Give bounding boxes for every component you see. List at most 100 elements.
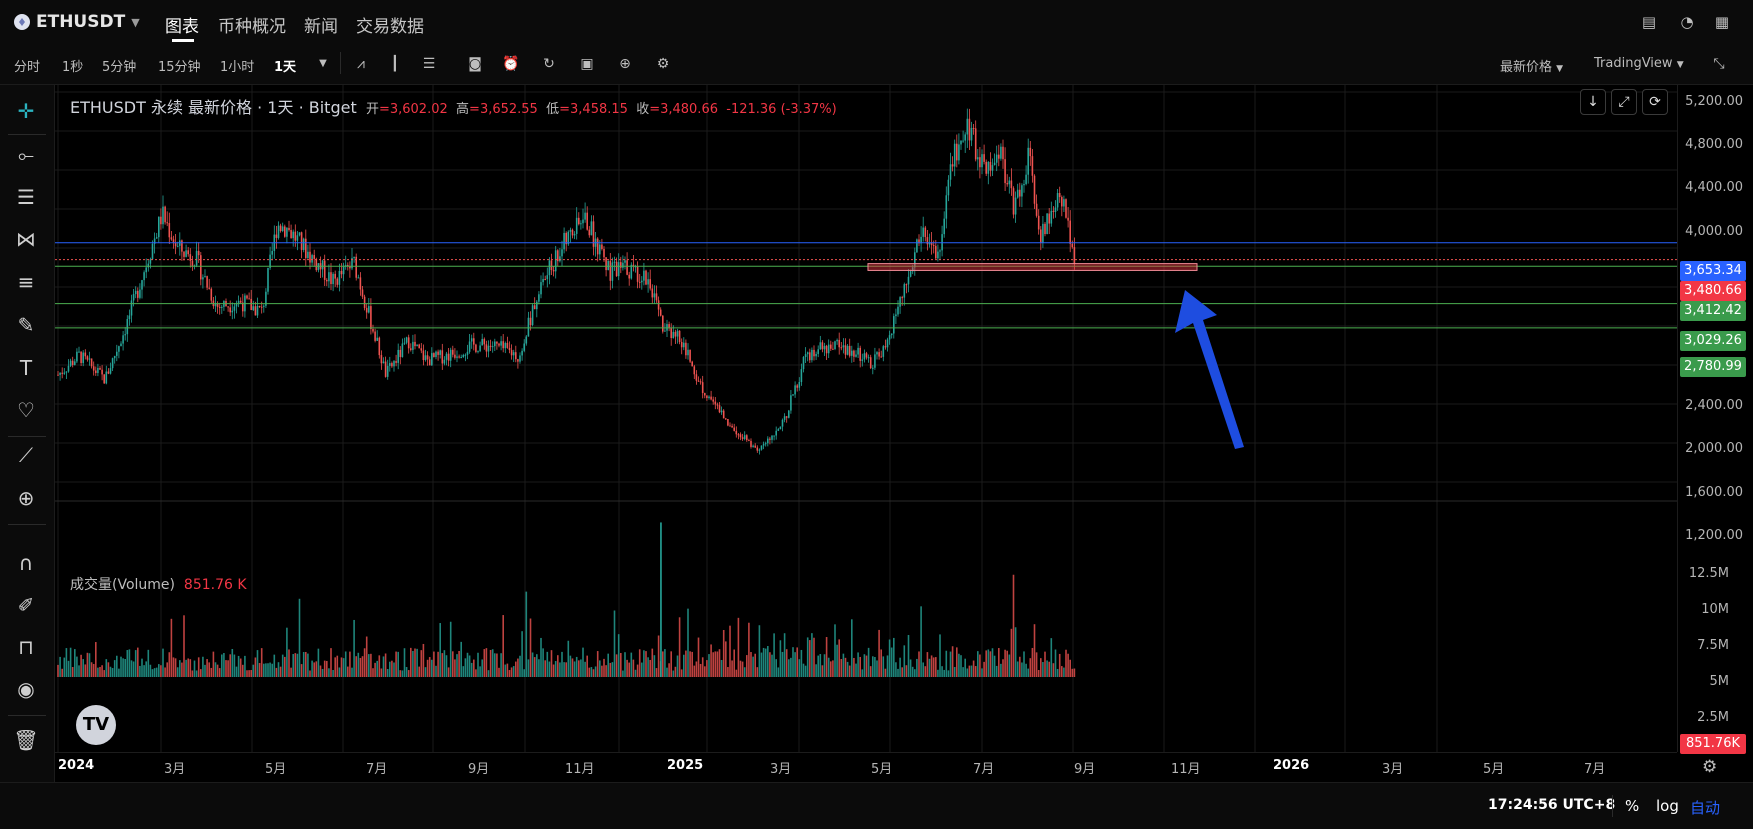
timeframe-1d[interactable]: 1天 bbox=[274, 60, 297, 75]
candle-body bbox=[613, 261, 616, 263]
volume-bar bbox=[977, 651, 979, 677]
time-axis-label: 2025 bbox=[667, 758, 704, 773]
candle-body bbox=[974, 128, 977, 160]
candle-body bbox=[590, 221, 593, 236]
timeframe-5m[interactable]: 5分钟 bbox=[102, 60, 137, 75]
auto-scale-toggle[interactable]: 自动 bbox=[1690, 799, 1721, 817]
eye-icon[interactable]: ◉ bbox=[17, 677, 35, 701]
volume-bar bbox=[699, 663, 702, 677]
candle-body bbox=[107, 371, 110, 374]
candle-body bbox=[1054, 207, 1057, 212]
volume-bar bbox=[630, 652, 633, 677]
utc-clock[interactable]: 17:24:56 UTC+8 bbox=[1488, 797, 1616, 813]
candle-body bbox=[439, 350, 441, 355]
volume-bar bbox=[1056, 668, 1059, 677]
candle-body bbox=[237, 300, 240, 305]
timeframe-1s[interactable]: 1秒 bbox=[62, 60, 84, 75]
candle-body bbox=[242, 302, 244, 312]
candle-body bbox=[985, 161, 987, 174]
replay-icon[interactable]: ↻ bbox=[543, 56, 555, 72]
volume-bar bbox=[149, 664, 152, 677]
trash-icon[interactable]: 🗑 bbox=[13, 728, 39, 752]
candle-body bbox=[800, 369, 803, 382]
volume-bar bbox=[521, 631, 523, 677]
volume-bar bbox=[718, 649, 721, 677]
candle-body bbox=[693, 366, 696, 375]
candle-body bbox=[811, 349, 813, 361]
candle-body bbox=[200, 255, 202, 280]
horizontal-lines-icon[interactable]: ☰ bbox=[17, 185, 35, 209]
candle-body bbox=[479, 345, 481, 352]
chart-provider-dropdown[interactable]: TradingView ▼ bbox=[1594, 56, 1684, 71]
trend-line-icon[interactable]: ⟜ bbox=[18, 143, 34, 167]
symbol-selector[interactable]: ETHUSDT ▼ bbox=[14, 11, 140, 33]
candle-body bbox=[987, 161, 990, 174]
crosshair-icon[interactable]: ✛ bbox=[17, 99, 35, 123]
tab-trade-data[interactable]: 交易数据 bbox=[356, 17, 424, 37]
timeframe-dropdown-icon[interactable]: ▼ bbox=[319, 58, 327, 69]
candle-body bbox=[611, 262, 614, 281]
alarm-icon[interactable]: ⏰ bbox=[502, 56, 520, 72]
candle-body bbox=[504, 342, 507, 349]
scroll-down-icon[interactable]: ↓ bbox=[1580, 89, 1606, 115]
lock-icon[interactable]: ⊓ bbox=[18, 635, 34, 659]
candle-body bbox=[300, 232, 303, 251]
candle-body bbox=[691, 361, 693, 367]
collapse-icon[interactable]: ⤡ bbox=[1713, 56, 1725, 72]
settings-gear-icon[interactable]: ⚙ bbox=[656, 56, 670, 72]
candlestick-icon[interactable]: ┃ bbox=[390, 56, 400, 72]
time-axis[interactable] bbox=[55, 752, 1677, 783]
heart-icon[interactable]: ♡ bbox=[17, 398, 35, 422]
volume-bar bbox=[548, 661, 551, 677]
volume-bar bbox=[874, 656, 876, 677]
candle-body bbox=[284, 226, 286, 237]
timeframe-tick[interactable]: 分时 bbox=[14, 60, 41, 75]
ruler-icon[interactable]: ⟋ bbox=[19, 443, 33, 467]
price-type-dropdown[interactable]: 最新价格 ▼ bbox=[1500, 56, 1563, 75]
tab-coin-overview[interactable]: 币种概况 bbox=[218, 17, 286, 37]
fib-retracement-icon[interactable]: ≡ bbox=[17, 270, 35, 294]
volume-bar bbox=[798, 659, 801, 677]
magnet-icon[interactable]: ∩ bbox=[18, 551, 34, 575]
calculator-icon[interactable]: ▤ bbox=[1641, 13, 1657, 31]
calendar-icon[interactable]: ▣ bbox=[580, 56, 594, 72]
pattern-icon[interactable]: ⋈ bbox=[16, 227, 36, 251]
timeframe-1h[interactable]: 1小时 bbox=[220, 60, 255, 75]
volume-bar bbox=[126, 650, 129, 677]
camera-icon[interactable]: ◙ bbox=[468, 56, 482, 72]
candle-body bbox=[181, 240, 183, 252]
candle-body bbox=[288, 227, 290, 231]
volume-bar bbox=[865, 655, 868, 677]
tradingview-logo[interactable]: TV bbox=[76, 705, 116, 745]
zoom-in-icon[interactable]: ⊕ bbox=[17, 486, 35, 510]
screenshot-icon[interactable]: ⟳ bbox=[1642, 89, 1668, 115]
volume-bar bbox=[468, 655, 471, 677]
candle-body bbox=[743, 435, 746, 439]
log-toggle[interactable]: log bbox=[1656, 797, 1679, 815]
lock-drawing-icon[interactable]: ✐ bbox=[17, 593, 35, 617]
bars-style-icon[interactable]: ☰ bbox=[422, 56, 436, 72]
candle-body bbox=[164, 206, 166, 223]
percent-toggle[interactable]: % bbox=[1625, 797, 1640, 815]
axis-settings-icon[interactable]: ⚙ bbox=[1702, 757, 1718, 777]
volume-bar bbox=[1065, 649, 1067, 677]
candle-body bbox=[305, 238, 307, 258]
brush-icon[interactable]: ✎ bbox=[17, 313, 35, 337]
add-circle-icon[interactable]: ⊕ bbox=[619, 56, 631, 72]
price-chart[interactable] bbox=[55, 85, 1677, 752]
tab-news[interactable]: 新闻 bbox=[304, 17, 338, 37]
volume-bar bbox=[565, 662, 567, 677]
volume-bar bbox=[842, 653, 845, 677]
tab-chart[interactable]: 图表 bbox=[165, 17, 199, 37]
text-tool-icon[interactable]: T bbox=[19, 356, 33, 380]
layout-grid-icon[interactable]: ▦ bbox=[1714, 13, 1730, 31]
price-axis[interactable] bbox=[1677, 85, 1753, 752]
volume-bar bbox=[160, 665, 162, 677]
alert-bell-icon[interactable]: ◔ bbox=[1680, 13, 1694, 31]
volume-bar bbox=[139, 665, 141, 677]
timeframe-15m[interactable]: 15分钟 bbox=[158, 60, 201, 75]
fullscreen-icon[interactable]: ⤢ bbox=[1611, 89, 1637, 115]
indicators-icon[interactable]: ⩘ bbox=[357, 56, 365, 72]
volume-value: 851.76 K bbox=[183, 577, 247, 593]
candle-body bbox=[290, 230, 292, 239]
